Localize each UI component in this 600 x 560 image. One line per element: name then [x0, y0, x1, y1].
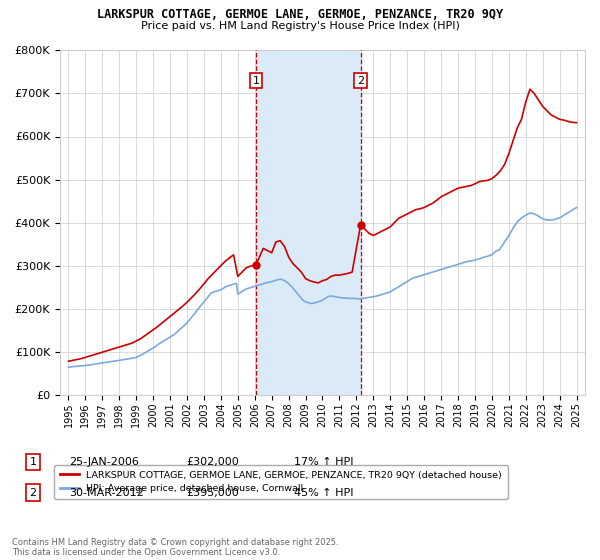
Text: 30-MAR-2012: 30-MAR-2012	[69, 488, 144, 498]
Text: 2: 2	[357, 76, 364, 86]
Text: Price paid vs. HM Land Registry's House Price Index (HPI): Price paid vs. HM Land Registry's House …	[140, 21, 460, 31]
Text: 1: 1	[29, 457, 37, 467]
Text: 2: 2	[29, 488, 37, 498]
Legend: LARKSPUR COTTAGE, GERMOE LANE, GERMOE, PENZANCE, TR20 9QY (detached house), HPI:: LARKSPUR COTTAGE, GERMOE LANE, GERMOE, P…	[54, 465, 508, 499]
Text: LARKSPUR COTTAGE, GERMOE LANE, GERMOE, PENZANCE, TR20 9QY: LARKSPUR COTTAGE, GERMOE LANE, GERMOE, P…	[97, 8, 503, 21]
Text: 1: 1	[253, 76, 259, 86]
Bar	[256, 50, 361, 395]
Text: £395,000: £395,000	[186, 488, 239, 498]
Text: Contains HM Land Registry data © Crown copyright and database right 2025.
This d: Contains HM Land Registry data © Crown c…	[12, 538, 338, 557]
Text: £302,000: £302,000	[186, 457, 239, 467]
Text: 25-JAN-2006: 25-JAN-2006	[69, 457, 139, 467]
Text: 17% ↑ HPI: 17% ↑ HPI	[294, 457, 353, 467]
Text: 45% ↑ HPI: 45% ↑ HPI	[294, 488, 353, 498]
